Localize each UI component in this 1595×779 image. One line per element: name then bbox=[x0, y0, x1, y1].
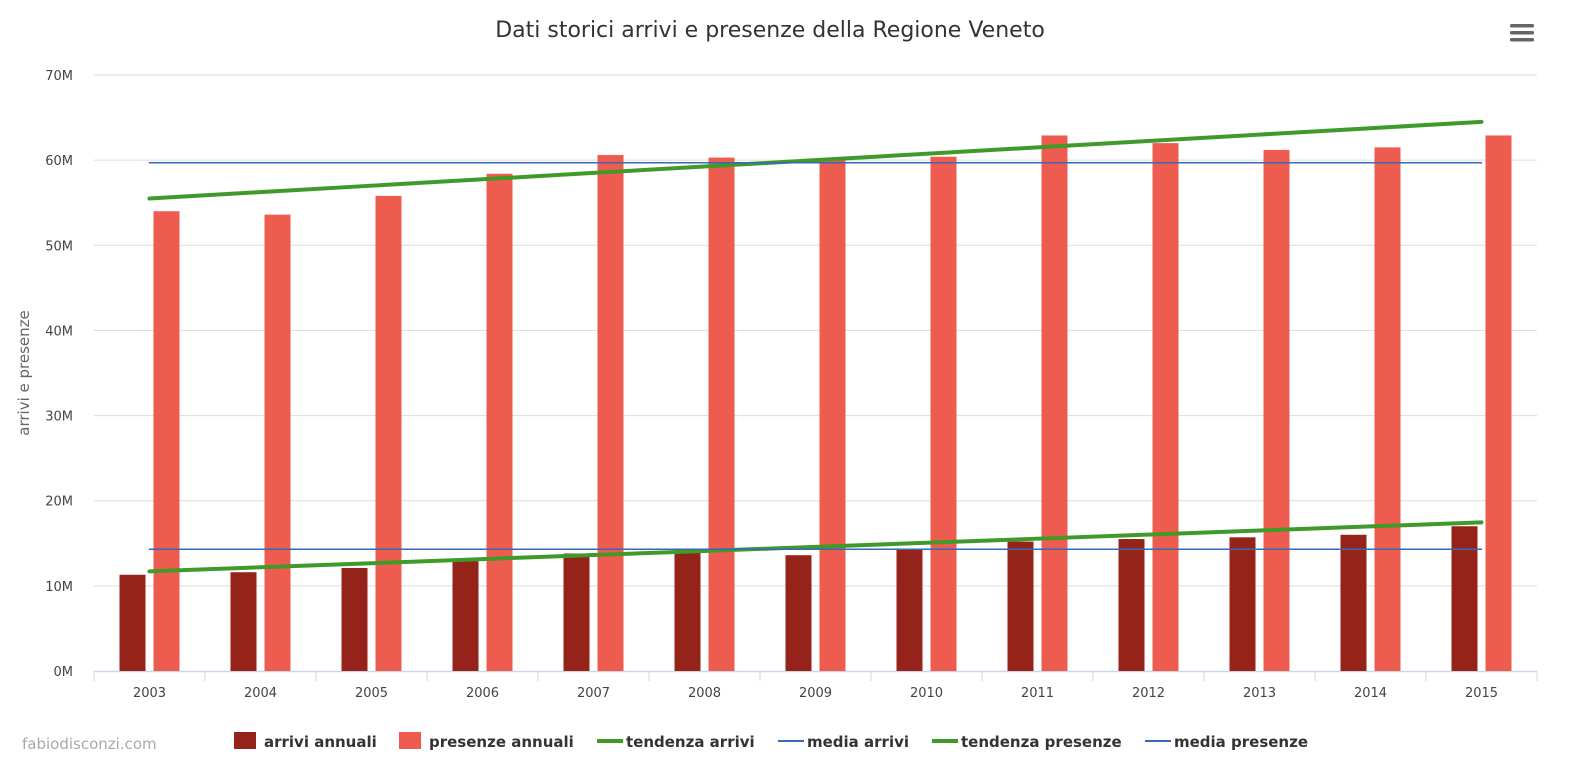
x-tick-label: 2007 bbox=[577, 686, 610, 701]
bar-presenze-annuali bbox=[708, 157, 735, 672]
y-tick-label: 0M bbox=[54, 665, 74, 680]
x-tick-label: 2003 bbox=[133, 686, 166, 701]
line-tendenza-arrivi bbox=[147, 520, 1484, 574]
x-tick-label: 2012 bbox=[1132, 686, 1165, 701]
bar-arrivi-annuali bbox=[1451, 526, 1478, 671]
bar-arrivi-annuali bbox=[563, 553, 590, 671]
bar-arrivi-annuali bbox=[1229, 537, 1256, 671]
legend-item-label: tendenza arrivi bbox=[626, 733, 755, 751]
x-axis: 2003 2004 2005 2006 2007 2008 2009 2010 2011 2012… bbox=[93, 670, 1538, 701]
legend-item-label: media presenze bbox=[1174, 733, 1308, 751]
legend-swatch bbox=[399, 732, 421, 749]
legend-item-label: tendenza presenze bbox=[961, 733, 1122, 751]
x-tick-label: 2011 bbox=[1021, 686, 1054, 701]
bar-presenze-annuali bbox=[597, 155, 624, 671]
grid-lines bbox=[94, 74, 1537, 587]
bar-presenze-annuali bbox=[1263, 149, 1290, 671]
bar-presenze-annuali bbox=[819, 160, 846, 671]
bar-series bbox=[119, 135, 1512, 672]
bar-arrivi-annuali bbox=[785, 555, 812, 671]
bar-presenze-annuali bbox=[1152, 143, 1179, 672]
bar-arrivi-annuali bbox=[1118, 539, 1145, 671]
legend: arrivi annuali presenze annuali tendenza a… bbox=[234, 732, 1308, 751]
x-tick-label: 2006 bbox=[466, 686, 499, 701]
y-axis-ticks: 0M 10M 20M 30M 40M 50M 60M 70M bbox=[45, 69, 73, 680]
x-tick-label: 2009 bbox=[799, 686, 832, 701]
bar-arrivi-annuali bbox=[674, 552, 701, 671]
bar-arrivi-annuali bbox=[896, 549, 923, 671]
bar-presenze-annuali bbox=[264, 214, 291, 672]
x-tick-label: 2015 bbox=[1465, 686, 1498, 701]
bar-arrivi-annuali bbox=[119, 574, 146, 671]
hamburger-menu-icon[interactable] bbox=[1506, 18, 1538, 48]
line-tendenza-presenze bbox=[147, 119, 1484, 201]
x-tick-label: 2013 bbox=[1243, 686, 1276, 701]
y-tick-label: 40M bbox=[45, 324, 73, 339]
y-tick-label: 50M bbox=[45, 239, 73, 254]
bar-arrivi-annuali bbox=[1007, 541, 1034, 671]
y-tick-label: 10M bbox=[45, 580, 73, 595]
x-tick-label: 2005 bbox=[355, 686, 388, 701]
bar-presenze-annuali bbox=[1374, 147, 1401, 671]
bar-arrivi-annuali bbox=[230, 572, 257, 671]
bar-presenze-annuali bbox=[1485, 135, 1512, 672]
line-series bbox=[147, 119, 1484, 574]
y-axis-label: arrivi e presenze bbox=[15, 310, 33, 435]
bar-presenze-annuali bbox=[375, 195, 402, 671]
y-tick-label: 70M bbox=[45, 69, 73, 84]
legend-item-label: media arrivi bbox=[807, 733, 909, 751]
legend-item-label: presenze annuali bbox=[429, 733, 574, 751]
x-tick-label: 2014 bbox=[1354, 686, 1387, 701]
x-tick-label: 2010 bbox=[910, 686, 943, 701]
bar-presenze-annuali bbox=[486, 173, 513, 671]
x-tick-label: 2004 bbox=[244, 686, 277, 701]
y-tick-label: 60M bbox=[45, 154, 73, 169]
legend-item-label: arrivi annuali bbox=[264, 733, 377, 751]
legend-swatch bbox=[234, 732, 256, 749]
credit-link[interactable]: fabiodisconzi.com bbox=[22, 735, 157, 753]
bar-presenze-annuali bbox=[930, 156, 957, 672]
x-tick-label: 2008 bbox=[688, 686, 721, 701]
bar-arrivi-annuali bbox=[1340, 534, 1367, 671]
bar-presenze-annuali bbox=[1041, 135, 1068, 672]
chart-title: Dati storici arrivi e presenze della Reg… bbox=[495, 18, 1045, 43]
y-tick-label: 20M bbox=[45, 495, 73, 510]
bar-arrivi-annuali bbox=[452, 561, 479, 671]
bar-presenze-annuali bbox=[153, 211, 180, 671]
y-tick-label: 30M bbox=[45, 410, 73, 425]
bar-arrivi-annuali bbox=[341, 567, 368, 671]
